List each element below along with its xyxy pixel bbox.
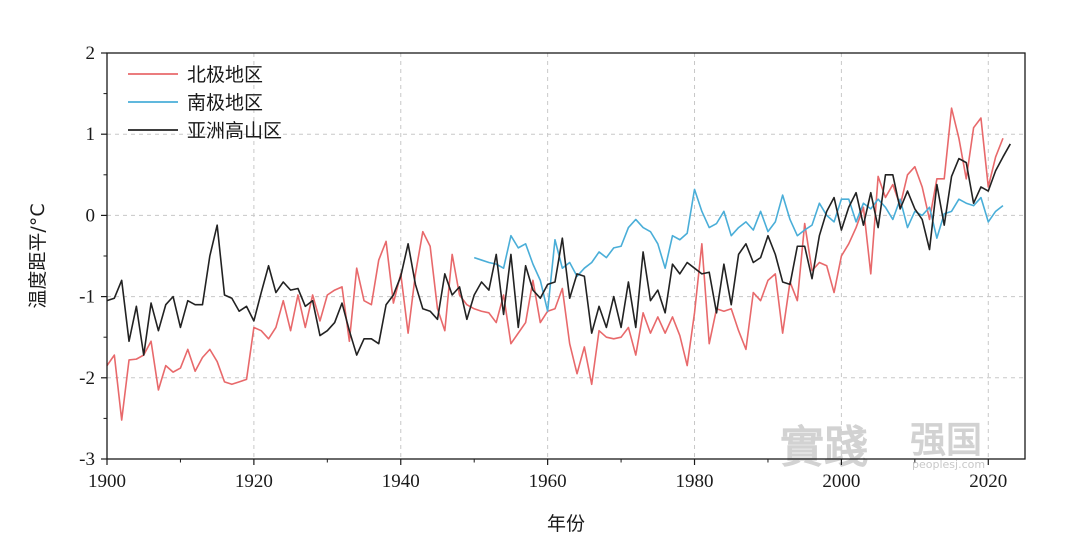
legend-label-0: 北极地区 [187,64,263,86]
tick-labels: 1900 1920 1940 1960 1980 2000 2020 -3 -2 -1 0 1 2 [79,43,1007,492]
watermark-sub-text: 强国 [910,420,982,461]
watermark-main-text: 實踐 [780,422,868,473]
x-tick-label: 2000 [822,471,860,492]
series-line-2 [106,143,1012,356]
x-tick-label: 1960 [529,471,567,492]
x-tick-label: 1980 [676,471,714,492]
legend-label-1: 南极地区 [187,92,263,114]
series-line-0 [106,107,1004,421]
y-tick-label: -3 [79,449,95,470]
tick-marks [101,52,989,465]
y-tick-label: -2 [79,368,95,389]
series-lines [106,107,1012,421]
x-tick-label: 1900 [88,471,126,492]
y-tick-label: -1 [79,287,95,308]
y-tick-label: 2 [86,43,96,64]
x-tick-label: 1920 [235,471,273,492]
x-tick-label: 2020 [969,471,1007,492]
watermark: 實踐 强国 peoplesj.com [780,420,985,473]
y-tick-label: 0 [86,205,96,226]
y-axis-label: 温度距平/°C [27,203,49,308]
watermark-url-text: peoplesj.com [912,458,985,471]
series-line-1 [473,188,1004,313]
x-tick-label: 1940 [382,471,420,492]
y-tick-label: 1 [86,124,96,145]
x-axis-label: 年份 [547,513,585,535]
legend-label-2: 亚洲高山区 [187,120,282,142]
